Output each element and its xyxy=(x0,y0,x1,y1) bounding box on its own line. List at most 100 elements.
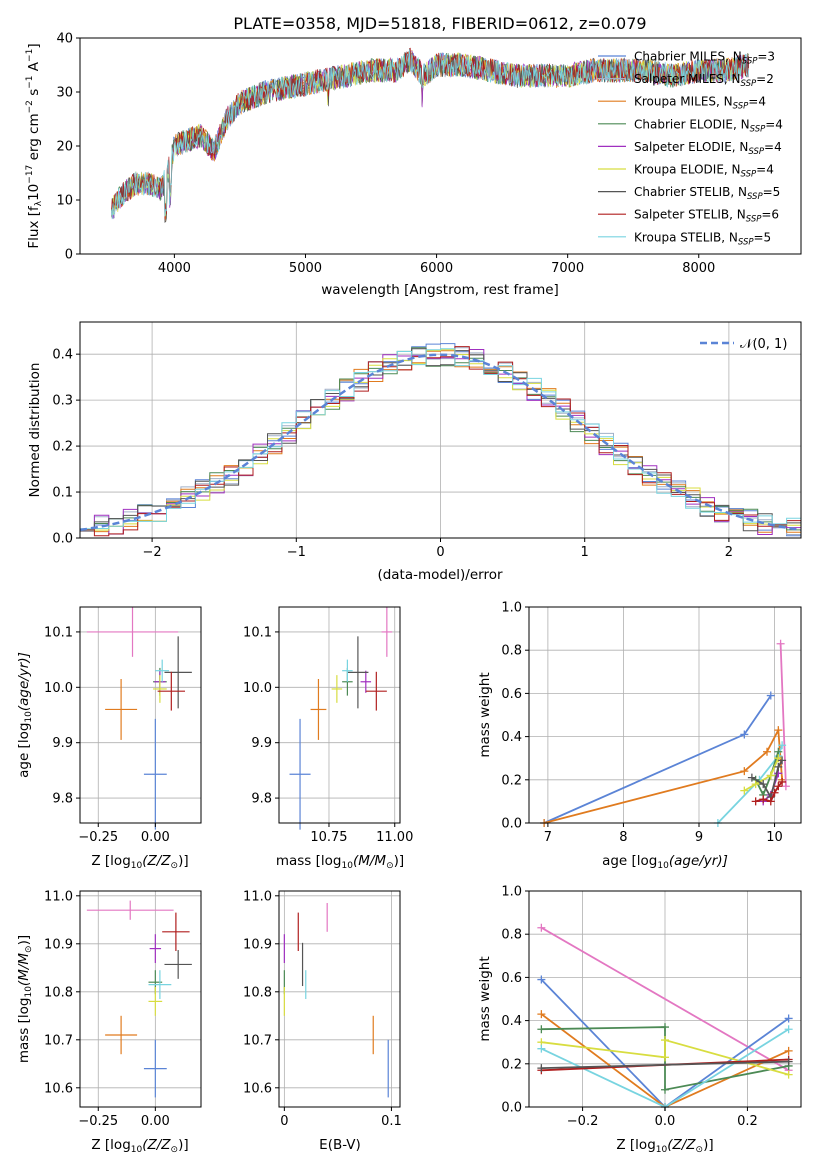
y-tick-label: 10.7 xyxy=(243,1033,272,1048)
weight-point-marker xyxy=(751,797,760,806)
residuals-legend: 𝒩(0, 1) xyxy=(700,337,787,352)
weight-point-marker xyxy=(740,786,749,795)
x-tick-label: 10.75 xyxy=(310,830,347,845)
svg-text:𝒩(0, 1): 𝒩(0, 1) xyxy=(740,337,787,352)
residual-histogram-step xyxy=(80,343,801,537)
mass-vs-Z-panel: −0.25 0.00 10.6 10.7 10.8 10.9 11.0 Z [log10(Z… xyxy=(16,889,202,1155)
x-tick-label: 0.2 xyxy=(737,1114,758,1129)
x-tick-label: 10 xyxy=(766,830,783,845)
mZ-ylabel: mass [log10(M/M⊙)] xyxy=(16,935,34,1063)
normal-curve xyxy=(79,353,802,532)
errorbar-point xyxy=(164,950,192,979)
wZ-xlabel: Z [log10(Z/Z⊙)] xyxy=(616,1137,713,1155)
errorbar-point xyxy=(289,718,311,830)
legend-entry: Kroupa ELODIE, NSSP=4 xyxy=(634,163,774,180)
weight-point-marker xyxy=(784,1046,793,1055)
errorbar-point xyxy=(365,671,387,711)
errorbar-point xyxy=(164,636,192,709)
mass-vs-ebv-panel: 0 0.1 10.6 10.7 10.8 10.9 11.0 E(B-V) xyxy=(243,889,402,1153)
weight-point-marker xyxy=(763,747,771,756)
x-tick-label: 6000 xyxy=(420,261,453,276)
y-tick-label: 0.3 xyxy=(52,394,73,409)
x-tick-label: −0.2 xyxy=(567,1114,599,1129)
weight-point-marker xyxy=(747,773,756,782)
errorbar-point xyxy=(149,934,162,963)
weight-point-marker xyxy=(770,788,779,797)
weight-point-marker xyxy=(766,797,775,806)
x-tick-label: 5000 xyxy=(289,261,322,276)
y-tick-label: 40 xyxy=(56,32,73,47)
x-tick-label: 8000 xyxy=(682,261,715,276)
weight-point-marker xyxy=(774,782,783,791)
y-tick-label: 9.8 xyxy=(251,792,272,807)
y-tick-label: 9.8 xyxy=(52,792,73,807)
legend-entry: Chabrier MILES, NSSP=3 xyxy=(634,50,775,67)
figure-title: PLATE=0358, MJD=51818, FIBERID=0612, z=0… xyxy=(233,14,646,33)
weight-series-line xyxy=(543,726,783,824)
y-tick-label: 0.2 xyxy=(501,773,522,788)
y-tick-label: 1.0 xyxy=(501,885,522,900)
weight-point-marker xyxy=(661,1085,669,1094)
weight-point-marker xyxy=(774,762,783,771)
y-tick-label: 10.8 xyxy=(44,985,73,1000)
x-tick-label: 0.00 xyxy=(141,830,170,845)
weight-point-marker xyxy=(537,1044,546,1053)
y-tick-label: 0.8 xyxy=(501,644,522,659)
mE-xlabel: E(B-V) xyxy=(319,1137,361,1153)
y-tick-label: 10.6 xyxy=(243,1081,272,1096)
weight-point-marker xyxy=(537,1064,546,1073)
legend-entry: Kroupa STELIB, NSSP=5 xyxy=(634,230,771,247)
errorbar-point xyxy=(162,912,190,951)
x-tick-label: −2 xyxy=(143,545,162,560)
y-tick-label: 11.0 xyxy=(243,889,272,904)
errorbar-point xyxy=(105,679,138,740)
y-tick-label: 1.0 xyxy=(501,601,522,616)
errorbar-point xyxy=(105,1015,138,1055)
y-tick-label: 0.1 xyxy=(52,486,73,501)
wZ-ylabel: mass weight xyxy=(477,956,493,1041)
weight-point-marker xyxy=(784,1025,793,1034)
y-tick-label: 10 xyxy=(56,194,73,209)
errorbar-point xyxy=(310,679,327,740)
y-tick-label: 10.1 xyxy=(243,625,272,640)
weight-series-line xyxy=(541,1060,789,1069)
weight-point-marker xyxy=(778,741,787,750)
weight-series-line xyxy=(717,744,783,824)
weight-point-marker xyxy=(661,1023,669,1032)
legend-entry: Chabrier ELODIE, NSSP=4 xyxy=(634,117,783,134)
weight-point-marker xyxy=(766,691,775,700)
weight-point-marker xyxy=(537,1010,546,1019)
ageM-xlabel: mass [log10(M/M⊙)] xyxy=(276,853,404,871)
x-tick-label: 0 xyxy=(436,545,444,560)
x-tick-label: 11.00 xyxy=(376,830,413,845)
errorbar-point xyxy=(143,718,167,830)
x-tick-label: 0.1 xyxy=(381,1114,402,1129)
y-tick-label: 0.0 xyxy=(501,817,522,832)
legend-entry: Kroupa MILES, NSSP=4 xyxy=(634,95,766,112)
x-tick-label: 0.00 xyxy=(141,1114,170,1129)
x-tick-label: 4000 xyxy=(158,261,191,276)
errorbar-point xyxy=(342,659,353,682)
x-tick-label: −1 xyxy=(287,545,306,560)
x-tick-label: 0 xyxy=(280,1114,288,1129)
y-tick-label: 0.4 xyxy=(501,1014,522,1029)
errorbar-point xyxy=(143,1039,167,1098)
residual-histogram-step xyxy=(80,346,801,537)
x-tick-label: 7 xyxy=(544,830,552,845)
residuals-panel: −2 −1 0 1 2 0.0 0.1 0.2 0.3 0.4 (data-model)/erro… xyxy=(27,321,802,583)
legend-entry: Salpeter ELODIE, NSSP=4 xyxy=(634,140,782,157)
y-tick-label: 0.8 xyxy=(501,928,522,943)
weight-point-marker xyxy=(740,767,749,776)
legend-entry: Salpeter MILES, NSSP=2 xyxy=(634,72,774,89)
y-tick-label: 0.4 xyxy=(52,348,73,363)
weight-point-marker xyxy=(781,782,790,791)
ageZ-ylabel: age [log10(age/yr)] xyxy=(16,652,34,778)
residuals-ylabel: Normed distribution xyxy=(27,363,43,498)
y-tick-label: 10.1 xyxy=(44,625,73,640)
errorbar-point xyxy=(157,671,186,711)
x-tick-label: −0.25 xyxy=(78,830,118,845)
errorbar-point xyxy=(148,987,163,1016)
y-tick-label: 10.0 xyxy=(44,681,73,696)
wAge-xlabel: age [log10(age/yr)] xyxy=(602,853,728,871)
spectrum-legend: Chabrier MILES, NSSP=3 Salpeter MILES, NS… xyxy=(598,50,783,247)
